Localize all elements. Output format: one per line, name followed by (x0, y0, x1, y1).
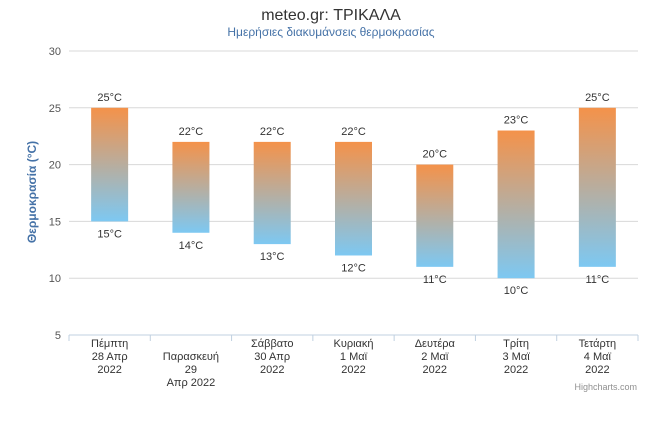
bars (91, 107, 616, 279)
high-temp-label: 23°C (504, 115, 529, 127)
temperature-range-bar (497, 130, 535, 279)
x-category-line: Απρ 2022 (167, 377, 216, 389)
high-temp-label: 25°C (97, 92, 122, 104)
y-tick-label: 10 (49, 273, 61, 285)
x-category-line: 2 Μαϊ (421, 351, 449, 363)
high-temp-label: 22°C (341, 126, 366, 138)
low-temp-label: 12°C (341, 262, 366, 274)
y-axis-ticks: 5 10 15 20 25 30 (49, 46, 61, 342)
x-category-label: Σάββατο 30 Απρ 2022 (251, 338, 293, 376)
temperature-range-bar (91, 107, 129, 222)
x-category-line: 28 Απρ (92, 351, 128, 363)
x-category-line: 2022 (97, 364, 121, 376)
x-category-line: Δευτέρα (415, 338, 456, 350)
x-category-line: Κυριακή (333, 338, 373, 350)
x-category-line: 4 Μαϊ (584, 351, 612, 363)
low-temp-label: 11°C (423, 274, 447, 286)
low-temp-label: 10°C (504, 285, 529, 297)
data-labels: 25°C 15°C 22°C 14°C 22°C 13°C 22°C 12°C 20°C 11°C… (97, 92, 609, 297)
low-temp-label: 13°C (260, 251, 285, 263)
high-temp-label: 25°C (585, 92, 610, 104)
x-category-label: Δευτέρα 2 Μαϊ 2022 (415, 338, 456, 376)
x-category-line: Σάββατο (251, 338, 293, 350)
x-category-line: Παρασκευή (163, 351, 219, 363)
x-category-label: Κυριακή 1 Μαϊ 2022 (333, 338, 373, 376)
x-category-line: 30 Απρ (254, 351, 290, 363)
y-axis-label: Θερμοκρασία (°C) (25, 141, 39, 243)
y-tick-label: 25 (49, 103, 61, 115)
x-category-line: Τετάρτη (579, 338, 617, 350)
x-category-label: Τρίτη 3 Μαϊ 2022 (503, 338, 531, 376)
low-temp-label: 11°C (585, 274, 609, 286)
x-category-line: 2022 (504, 364, 528, 376)
high-temp-label: 20°C (422, 149, 447, 161)
temperature-range-bar (335, 141, 372, 256)
low-temp-label: 15°C (97, 228, 122, 240)
x-category-line: 2022 (423, 364, 447, 376)
y-tick-label: 30 (49, 46, 61, 58)
temperature-range-bar (416, 164, 454, 267)
low-temp-label: 14°C (179, 240, 204, 252)
high-temp-label: 22°C (260, 126, 285, 138)
temperature-range-bar (172, 141, 210, 233)
x-category-line: 2022 (341, 364, 365, 376)
x-category-line: 1 Μαϊ (340, 351, 368, 363)
x-category-line: 29 (185, 364, 197, 376)
credits-link[interactable]: Highcharts.com (574, 382, 637, 392)
high-temp-label: 22°C (179, 126, 204, 138)
chart-title: meteo.gr: ΤΡΙΚΑΛΑ (261, 7, 401, 24)
x-category-label: Παρασκευή 29 Απρ 2022 (163, 351, 219, 389)
x-category-label: Τετάρτη 4 Μαϊ 2022 (579, 338, 617, 376)
temperature-range-bar (578, 107, 616, 267)
x-category-label: Πέμπτη 28 Απρ 2022 (91, 338, 128, 376)
x-category-line: Πέμπτη (91, 338, 128, 350)
x-category-line: Τρίτη (503, 338, 529, 350)
y-tick-label: 15 (49, 216, 61, 228)
chart-subtitle: Ημερήσιες διακυμάνσεις θερμοκρασίας (227, 25, 434, 39)
x-category-line: 3 Μαϊ (503, 351, 531, 363)
x-category-line: 2022 (585, 364, 609, 376)
temperature-range-bar (253, 141, 291, 245)
x-category-line: 2022 (260, 364, 284, 376)
y-tick-label: 20 (49, 160, 61, 172)
y-tick-label: 5 (55, 330, 61, 342)
